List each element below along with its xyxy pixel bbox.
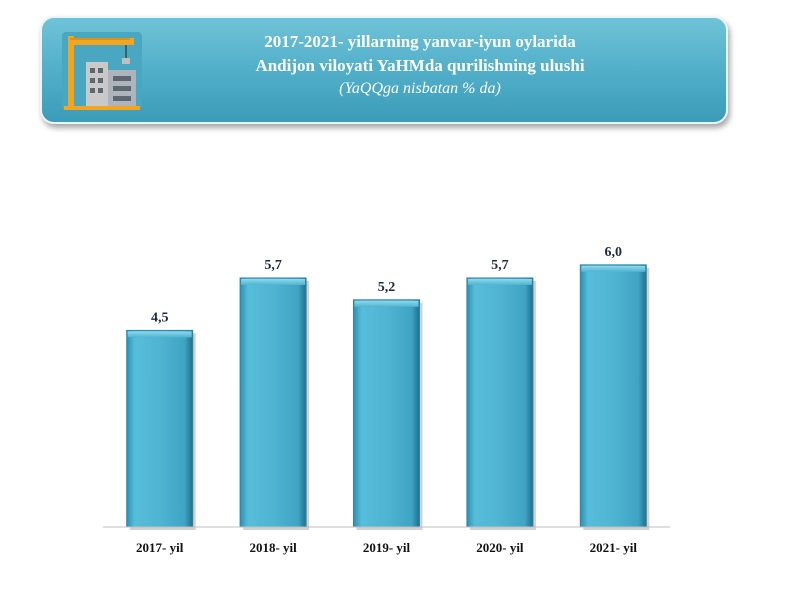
x-tick-label: 2018- yil (249, 540, 297, 555)
bar-2017yil (126, 329, 194, 528)
x-tick-label: 2017- yil (136, 540, 184, 555)
chart-header: 2017-2021- yillarning yanvar-iyun oylari… (40, 16, 728, 124)
data-label: 5,2 (378, 280, 396, 295)
bar-top-highlight (241, 278, 306, 285)
x-tick-label: 2019- yil (363, 540, 411, 555)
x-tick-label: 2021- yil (590, 540, 638, 555)
bar-2019yil (353, 299, 420, 528)
chart-subtitle: (YaQQga nisbatan % da) (339, 80, 501, 97)
data-label: 5,7 (491, 258, 509, 273)
chart-title-line-2: Andijon viloyati YaHMda qurilishning ulu… (255, 56, 585, 75)
chart-title-line-1: 2017-2021- yillarning yanvar-iyun oylari… (264, 32, 576, 51)
bar-top-highlight (581, 265, 646, 272)
bar-2018yil (239, 277, 307, 528)
chart-title-block: 2017-2021- yillarning yanvar-iyun oylari… (160, 30, 680, 100)
data-label: 4,5 (151, 310, 169, 325)
construction-crane-building-icon (62, 32, 142, 110)
data-label: 5,7 (264, 258, 282, 273)
x-tick-label: 2020- yil (476, 540, 524, 555)
bar-2021yil (579, 264, 647, 528)
bar-top-highlight (127, 331, 192, 338)
bar-2020yil (466, 277, 534, 528)
data-label: 6,0 (605, 245, 623, 260)
bar-top-highlight (467, 278, 532, 285)
bar-top-highlight (354, 300, 419, 307)
